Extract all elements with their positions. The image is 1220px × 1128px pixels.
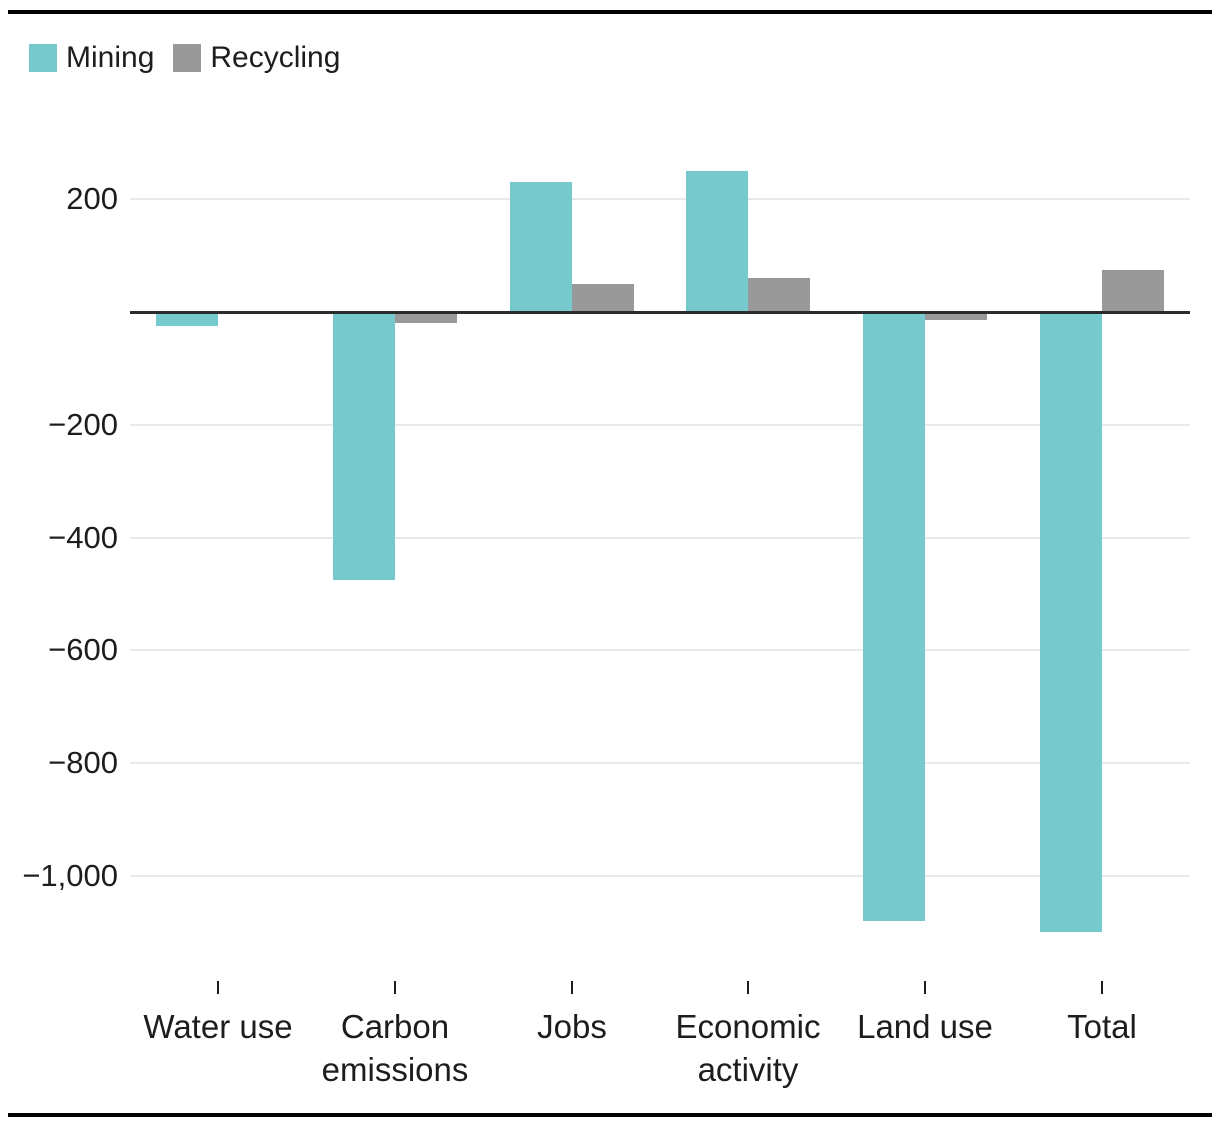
gridline--600 <box>130 649 1190 651</box>
bar-mining-jobs[interactable] <box>510 182 572 312</box>
x-axis-label-jobs: Jobs <box>537 1008 607 1045</box>
bar-recycling-land-use[interactable] <box>925 312 987 320</box>
y-axis-label--800: −800 <box>48 745 118 780</box>
x-axis-label-carbon-emissions: Carbon emissions <box>321 1008 469 1088</box>
bar-mining-land-use[interactable] <box>863 312 925 921</box>
y-axis-label--400: −400 <box>48 520 118 555</box>
x-axis-label-total: Total <box>1067 1008 1137 1045</box>
x-axis-tick-water-use <box>217 981 219 994</box>
x-axis-tick-carbon-emissions <box>394 981 396 994</box>
legend-label-recycling: Recycling <box>210 41 341 74</box>
y-axis-label--1-000: −1,000 <box>22 858 118 893</box>
gridline--200 <box>130 424 1190 426</box>
bar-recycling-carbon-emissions[interactable] <box>395 312 457 323</box>
x-axis-tick-jobs <box>571 981 573 994</box>
bar-mining-total[interactable] <box>1040 312 1102 932</box>
y-axis-label--200: −200 <box>48 407 118 442</box>
x-axis-tick-total <box>1101 981 1103 994</box>
x-axis-label-land-use: Land use <box>857 1008 993 1045</box>
x-axis-tick-economic-activity <box>747 981 749 994</box>
legend-item-recycling: Recycling <box>173 43 340 73</box>
bar-recycling-total[interactable] <box>1102 270 1164 312</box>
gridline--400 <box>130 537 1190 539</box>
legend-item-mining: Mining <box>29 43 154 73</box>
y-axis-label--600: −600 <box>48 632 118 667</box>
bar-mining-water-use[interactable] <box>156 312 218 326</box>
gridline--800 <box>130 762 1190 764</box>
zero-axis-line <box>130 311 1190 314</box>
bar-recycling-jobs[interactable] <box>572 284 634 312</box>
gridline--1-000 <box>130 875 1190 877</box>
mining-swatch-icon <box>29 44 57 72</box>
x-axis-label-economic-activity: Economic activity <box>675 1008 821 1088</box>
gridline-200 <box>130 198 1190 200</box>
legend-label-mining: Mining <box>66 41 155 74</box>
bar-mining-economic-activity[interactable] <box>686 171 748 312</box>
bottom-divider <box>8 1113 1212 1117</box>
bar-recycling-economic-activity[interactable] <box>748 278 810 312</box>
bar-mining-carbon-emissions[interactable] <box>333 312 395 580</box>
x-axis-label-water-use: Water use <box>143 1008 293 1045</box>
y-axis-label-200: 200 <box>66 181 118 216</box>
legend: Mining Recycling <box>29 43 340 73</box>
x-axis-tick-land-use <box>924 981 926 994</box>
recycling-swatch-icon <box>173 44 202 72</box>
top-divider <box>8 10 1212 14</box>
